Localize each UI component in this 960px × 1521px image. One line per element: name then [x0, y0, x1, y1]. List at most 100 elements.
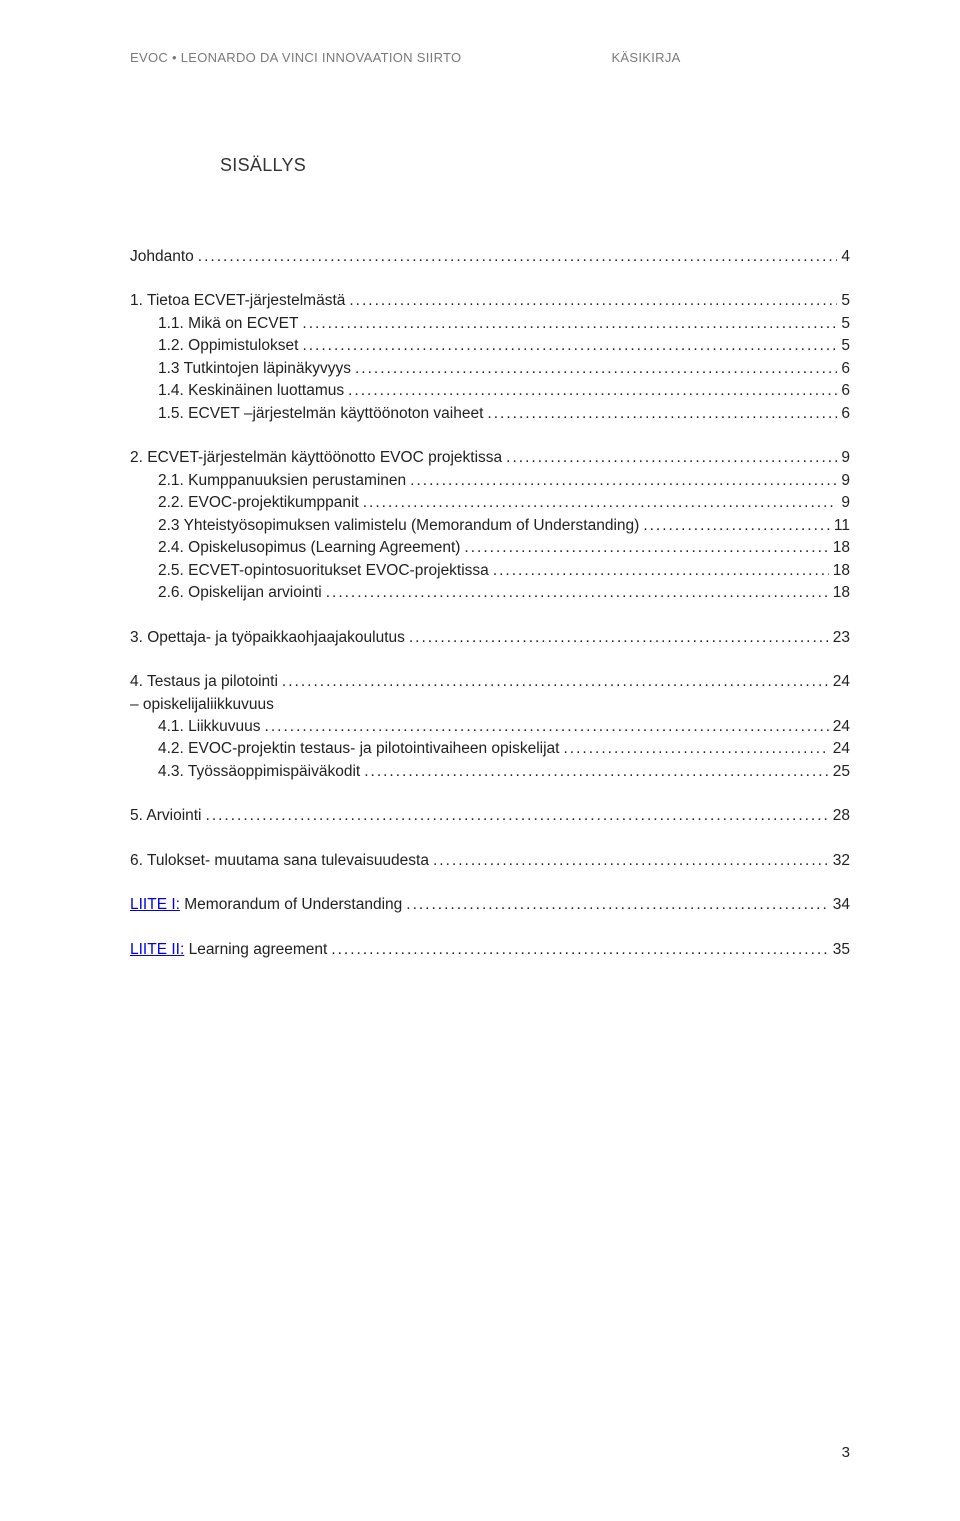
toc-row: 1.5. ECVET –järjestelmän käyttöönoton va… — [130, 403, 850, 425]
toc-row: 2.6. Opiskelijan arviointi 18 — [130, 582, 850, 604]
toc-label: 1.4. Keskinäinen luottamus — [158, 380, 344, 402]
toc-leader-dots — [489, 560, 829, 582]
toc-row: 2.3 Yhteistyösopimuksen valimistelu (Mem… — [130, 515, 850, 537]
toc-label: 2.5. ECVET-opintosuoritukset EVOC-projek… — [158, 560, 489, 582]
toc-leader-dots — [402, 894, 828, 916]
toc-block: LIITE II: Learning agreement 35 — [130, 939, 850, 961]
toc-label: 2.1. Kumppanuuksien perustaminen — [158, 470, 406, 492]
toc-block: 2. ECVET-järjestelmän käyttöönotto EVOC … — [130, 447, 850, 604]
toc-row: 4.1. Liikkuvuus24 — [130, 716, 850, 738]
toc-leader-dots — [429, 850, 829, 872]
toc-row: 6. Tulokset- muutama sana tulevaisuudest… — [130, 850, 850, 872]
toc-page-number: 18 — [829, 582, 850, 604]
toc-row: 2.1. Kumppanuuksien perustaminen9 — [130, 470, 850, 492]
toc-leader-dots — [483, 403, 837, 425]
toc-label: 1.5. ECVET –järjestelmän käyttöönoton va… — [158, 403, 483, 425]
toc-label: Johdanto — [130, 246, 194, 268]
toc-label: 6. Tulokset- muutama sana tulevaisuudest… — [130, 850, 429, 872]
toc-leader-dots — [298, 335, 837, 357]
toc-row: 1.4. Keskinäinen luottamus 6 — [130, 380, 850, 402]
toc-page-number: 35 — [829, 939, 850, 961]
toc-row: 5. Arviointi28 — [130, 805, 850, 827]
toc-leader-dots — [298, 313, 837, 335]
toc-leader-dots — [345, 290, 837, 312]
toc-row: 4.2. EVOC-projektin testaus- ja pilotoin… — [130, 738, 850, 760]
toc-page-number: 18 — [829, 560, 850, 582]
toc-label: LIITE I: Memorandum of Understanding — [130, 894, 402, 916]
toc-leader-dots — [194, 246, 838, 268]
toc-page-number: 6 — [837, 403, 850, 425]
toc-leader-dots — [202, 805, 829, 827]
table-of-contents: Johdanto41. Tietoa ECVET-järjestelmästä5… — [130, 246, 850, 961]
toc-leader-dots — [327, 939, 828, 961]
toc-leader-dots — [405, 627, 829, 649]
toc-page-number: 6 — [837, 380, 850, 402]
toc-link[interactable]: LIITE II: — [130, 941, 184, 958]
toc-page-number: 25 — [829, 761, 850, 783]
toc-leader-dots — [261, 716, 829, 738]
toc-leader-dots — [344, 380, 837, 402]
toc-leader-dots — [360, 761, 829, 783]
toc-page-number: 18 — [829, 537, 850, 559]
toc-label: 4.2. EVOC-projektin testaus- ja pilotoin… — [158, 738, 560, 760]
toc-label: 1. Tietoa ECVET-järjestelmästä — [130, 290, 345, 312]
toc-link[interactable]: LIITE I: — [130, 896, 180, 913]
toc-row: 1. Tietoa ECVET-järjestelmästä5 — [130, 290, 850, 312]
toc-label: 2.4. Opiskelusopimus (Learning Agreement… — [158, 537, 460, 559]
toc-page-number: 24 — [829, 738, 850, 760]
toc-label: LIITE II: Learning agreement — [130, 939, 327, 961]
toc-label: 1.3 Tutkintojen läpinäkyvyys — [158, 358, 351, 380]
toc-page-number: 11 — [830, 515, 850, 537]
toc-page-number: 6 — [837, 358, 850, 380]
toc-leader-dots — [502, 447, 837, 469]
toc-page-number: 9 — [837, 447, 850, 469]
header-left: EVOC • LEONARDO DA VINCI INNOVAATION SII… — [130, 50, 461, 65]
toc-leader-dots — [460, 537, 828, 559]
toc-block: LIITE I: Memorandum of Understanding34 — [130, 894, 850, 916]
toc-label: 1.1. Mikä on ECVET — [158, 313, 298, 335]
toc-row: 4.3. Työssäoppimispäiväkodit 25 — [130, 761, 850, 783]
toc-block: 3. Opettaja- ja työpaikkaohjaajakoulutus… — [130, 627, 850, 649]
toc-label: 3. Opettaja- ja työpaikkaohjaajakoulutus — [130, 627, 405, 649]
toc-leader-dots — [560, 738, 829, 760]
toc-row: 1.2. Oppimistulokset 5 — [130, 335, 850, 357]
toc-page-number: 5 — [837, 335, 850, 357]
toc-label: 4.3. Työssäoppimispäiväkodit — [158, 761, 360, 783]
toc-label: 2.2. EVOC-projektikumppanit — [158, 492, 359, 514]
page-header: EVOC • LEONARDO DA VINCI INNOVAATION SII… — [130, 50, 850, 65]
toc-leader-dots — [359, 492, 838, 514]
toc-row: 2.4. Opiskelusopimus (Learning Agreement… — [130, 537, 850, 559]
toc-page-number: 32 — [829, 850, 850, 872]
toc-title: SISÄLLYS — [220, 155, 850, 176]
toc-label: 5. Arviointi — [130, 805, 202, 827]
toc-row: 4. Testaus ja pilotointi 24 — [130, 671, 850, 693]
toc-row: 2.2. EVOC-projektikumppanit9 — [130, 492, 850, 514]
toc-label: 1.2. Oppimistulokset — [158, 335, 298, 357]
toc-block: 6. Tulokset- muutama sana tulevaisuudest… — [130, 850, 850, 872]
toc-row: 3. Opettaja- ja työpaikkaohjaajakoulutus… — [130, 627, 850, 649]
toc-row: LIITE I: Memorandum of Understanding34 — [130, 894, 850, 916]
toc-leader-dots — [406, 470, 837, 492]
toc-page-number: 4 — [837, 246, 850, 268]
toc-block: 1. Tietoa ECVET-järjestelmästä51.1. Mikä… — [130, 290, 850, 425]
toc-label: 2.3 Yhteistyösopimuksen valimistelu (Mem… — [158, 515, 639, 537]
toc-row: 1.1. Mikä on ECVET 5 — [130, 313, 850, 335]
page-number: 3 — [842, 1444, 850, 1461]
toc-page-number: 24 — [829, 671, 850, 693]
toc-row: 1.3 Tutkintojen läpinäkyvyys 6 — [130, 358, 850, 380]
toc-label: 4. Testaus ja pilotointi — [130, 671, 278, 693]
toc-label: – opiskelijaliikkuvuus — [130, 694, 274, 716]
toc-leader-dots — [639, 515, 830, 537]
toc-page-number: 23 — [829, 627, 850, 649]
header-right: KÄSIKIRJA — [611, 50, 680, 65]
toc-block: Johdanto 4 — [130, 246, 850, 268]
toc-label: 4.1. Liikkuvuus — [158, 716, 261, 738]
toc-label: 2. ECVET-järjestelmän käyttöönotto EVOC … — [130, 447, 502, 469]
toc-page-number: 5 — [837, 313, 850, 335]
toc-row: LIITE II: Learning agreement 35 — [130, 939, 850, 961]
toc-leader-dots — [278, 671, 829, 693]
toc-leader-dots — [351, 358, 837, 380]
toc-leader-dots — [322, 582, 829, 604]
document-page: EVOC • LEONARDO DA VINCI INNOVAATION SII… — [0, 0, 960, 961]
toc-label: 2.6. Opiskelijan arviointi — [158, 582, 322, 604]
